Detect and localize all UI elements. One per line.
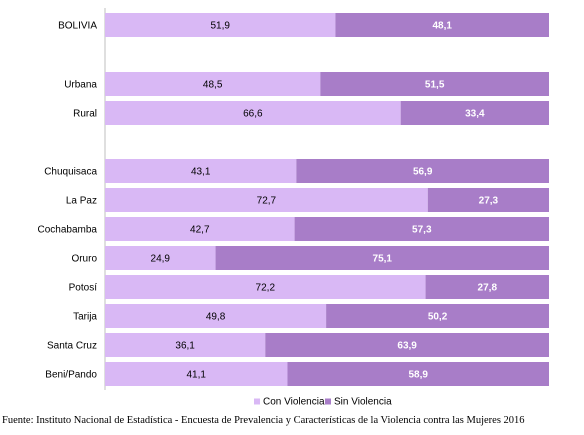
data-label-sin-violencia-urbana: 51,5 — [425, 80, 445, 91]
bar-con-violencia-oruro — [105, 246, 216, 270]
data-label-sin-violencia-la-paz: 27,3 — [479, 196, 499, 207]
bar-con-violencia-la-paz — [105, 188, 428, 212]
data-label-sin-violencia-beni-pando: 58,9 — [409, 370, 429, 381]
data-label-con-violencia-oruro: 24,9 — [151, 254, 171, 265]
category-label-potos: Potosí — [69, 283, 98, 294]
data-label-con-violencia-chuquisaca: 43,1 — [191, 167, 211, 178]
bar-con-violencia-bolivia — [105, 13, 336, 37]
stacked-bar-chart: BOLIVIA 51,9 48,1 Urbana 48,5 51,5 Rural 66,6 33… — [38, 8, 549, 408]
data-label-con-violencia-rural: 66,6 — [243, 109, 263, 120]
category-label-beni-pando: Beni/Pando — [45, 370, 97, 381]
data-label-con-violencia-beni-pando: 41,1 — [187, 370, 207, 381]
bar-con-violencia-urbana — [105, 72, 321, 96]
legend-label-con-violencia: Con Violencia — [263, 397, 325, 408]
bar-sin-violencia-beni-pando — [287, 362, 549, 386]
data-label-sin-violencia-santa-cruz: 63,9 — [397, 341, 417, 352]
data-label-con-violencia-cochabamba: 42,7 — [190, 225, 210, 236]
data-label-sin-violencia-tarija: 50,2 — [428, 312, 448, 323]
bar-con-violencia-santa-cruz — [105, 333, 266, 357]
category-label-tarija: Tarija — [73, 312, 97, 323]
data-label-con-violencia-la-paz: 72,7 — [257, 196, 277, 207]
data-label-sin-violencia-potos: 27,8 — [478, 283, 498, 294]
category-label-santa-cruz: Santa Cruz — [47, 341, 97, 352]
bar-sin-violencia-bolivia — [335, 13, 549, 37]
data-label-con-violencia-urbana: 48,5 — [203, 80, 223, 91]
category-label-urbana: Urbana — [64, 80, 97, 91]
category-label-cochabamba: Cochabamba — [38, 225, 98, 236]
category-label-bolivia: BOLIVIA — [58, 21, 97, 32]
data-label-con-violencia-potos: 72,2 — [256, 283, 276, 294]
category-label-oruro: Oruro — [71, 254, 97, 265]
legend-swatch-con-violencia — [254, 398, 260, 405]
data-label-sin-violencia-oruro: 75,1 — [373, 254, 393, 265]
bar-con-violencia-cochabamba — [105, 217, 295, 241]
category-label-la-paz: La Paz — [66, 196, 97, 207]
legend-swatch-sin-violencia — [325, 398, 331, 405]
bar-con-violencia-tarija — [105, 304, 327, 328]
bar-sin-violencia-urbana — [320, 72, 549, 96]
bar-con-violencia-potos — [105, 275, 426, 299]
bar-sin-violencia-oruro — [215, 246, 549, 270]
category-label-chuquisaca: Chuquisaca — [44, 167, 97, 178]
bar-sin-violencia-chuquisaca — [296, 159, 549, 183]
bar-con-violencia-chuquisaca — [105, 159, 297, 183]
source-note: Fuente: Instituto Nacional de Estadístic… — [2, 415, 525, 426]
bar-con-violencia-rural — [105, 101, 401, 125]
data-label-sin-violencia-chuquisaca: 56,9 — [413, 167, 433, 178]
data-label-sin-violencia-cochabamba: 57,3 — [412, 225, 432, 236]
bar-sin-violencia-tarija — [326, 304, 549, 328]
bar-sin-violencia-cochabamba — [294, 217, 549, 241]
data-label-con-violencia-tarija: 49,8 — [206, 312, 226, 323]
category-label-rural: Rural — [73, 109, 97, 120]
bar-sin-violencia-rural — [400, 101, 549, 125]
data-label-sin-violencia-bolivia: 48,1 — [432, 21, 452, 32]
data-label-con-violencia-santa-cruz: 36,1 — [175, 341, 195, 352]
bar-sin-violencia-potos — [425, 275, 549, 299]
bar-con-violencia-beni-pando — [105, 362, 288, 386]
legend-label-sin-violencia: Sin Violencia — [334, 397, 392, 408]
bar-sin-violencia-la-paz — [427, 188, 549, 212]
bar-sin-violencia-santa-cruz — [265, 333, 549, 357]
data-label-con-violencia-bolivia: 51,9 — [210, 21, 230, 32]
data-label-sin-violencia-rural: 33,4 — [465, 109, 485, 120]
